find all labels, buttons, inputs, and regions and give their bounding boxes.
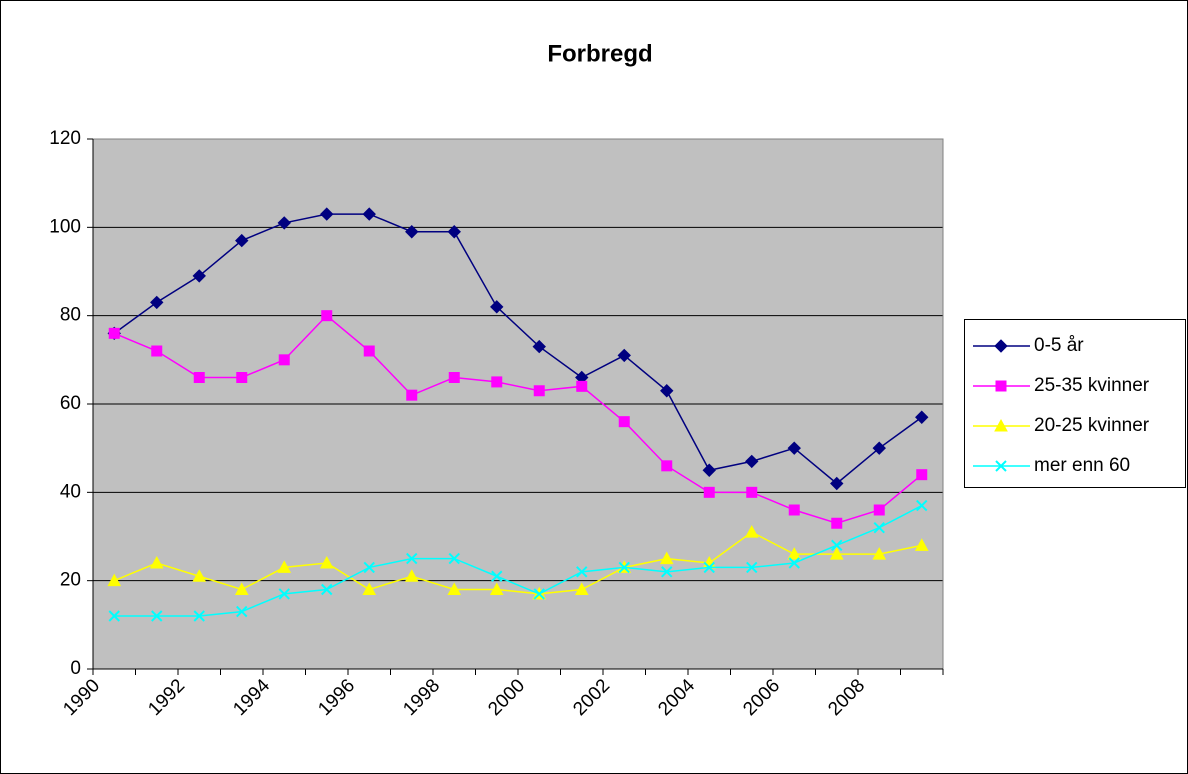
- marker: [235, 233, 249, 248]
- marker: [914, 538, 929, 551]
- marker: [490, 300, 504, 314]
- marker: [829, 547, 844, 560]
- marker: [320, 207, 334, 221]
- marker: [150, 295, 164, 310]
- marker: [872, 547, 887, 560]
- marker: [788, 557, 800, 569]
- marker: [447, 225, 461, 239]
- marker: [448, 372, 460, 383]
- marker: [362, 582, 377, 595]
- legend-label: 0-5 år: [1034, 335, 1084, 356]
- marker: [994, 339, 1008, 353]
- marker: [916, 499, 928, 512]
- marker: [108, 610, 120, 622]
- marker: [787, 547, 802, 560]
- marker: [321, 310, 333, 322]
- y-tick-label: 0: [70, 658, 81, 679]
- series-line: [113, 213, 923, 485]
- marker: [745, 454, 759, 469]
- marker: [277, 216, 291, 230]
- marker: [491, 570, 503, 582]
- marker: [995, 460, 1007, 472]
- marker: [703, 486, 715, 498]
- marker: [659, 551, 674, 565]
- marker: [406, 389, 418, 401]
- marker: [873, 521, 885, 534]
- marker: [994, 418, 1008, 432]
- marker: [448, 552, 460, 565]
- marker: [236, 372, 248, 383]
- series-line: [113, 314, 923, 525]
- marker: [576, 380, 588, 392]
- marker: [703, 561, 715, 574]
- marker: [788, 504, 800, 516]
- marker: [746, 561, 758, 574]
- marker: [108, 327, 120, 339]
- marker: [872, 441, 886, 455]
- marker: [363, 345, 375, 357]
- marker: [746, 486, 758, 498]
- marker: [406, 552, 418, 565]
- marker: [661, 460, 673, 472]
- marker: [278, 354, 290, 366]
- legend-label: 20-25 kvinner: [1034, 415, 1150, 436]
- marker: [533, 588, 545, 600]
- marker: [192, 569, 207, 582]
- marker: [660, 384, 674, 398]
- marker: [830, 476, 844, 491]
- marker: [319, 555, 334, 569]
- series-line: [114, 504, 923, 617]
- marker: [193, 372, 205, 383]
- marker: [404, 569, 419, 582]
- marker: [491, 376, 503, 388]
- marker: [533, 385, 545, 397]
- y-tick-label: 120: [49, 128, 81, 149]
- marker: [363, 561, 375, 574]
- marker: [151, 610, 163, 622]
- marker: [617, 348, 631, 363]
- marker: [618, 561, 630, 574]
- marker: [149, 555, 164, 569]
- marker: [193, 610, 205, 622]
- y-tick-label: 20: [60, 570, 81, 591]
- marker: [831, 539, 843, 552]
- marker: [362, 207, 376, 221]
- y-tick-label: 100: [49, 216, 81, 237]
- series-line: [113, 531, 922, 595]
- marker: [574, 582, 589, 595]
- marker: [277, 560, 292, 573]
- marker: [744, 525, 759, 538]
- marker: [107, 573, 122, 587]
- marker: [831, 517, 843, 529]
- y-tick-label: 80: [60, 305, 81, 326]
- marker: [915, 410, 929, 424]
- marker: [405, 225, 419, 239]
- marker: [873, 504, 885, 516]
- legend-label: 25-35 kvinner: [1034, 375, 1150, 396]
- marker: [489, 582, 504, 595]
- marker: [995, 380, 1007, 392]
- y-tick-label: 60: [60, 393, 81, 414]
- marker: [278, 588, 290, 600]
- marker: [234, 582, 249, 595]
- marker: [661, 566, 673, 578]
- marker: [447, 582, 462, 595]
- marker: [618, 416, 630, 428]
- marker: [787, 441, 801, 455]
- chart-title: Forbregd: [547, 40, 652, 67]
- marker: [321, 583, 333, 596]
- marker: [702, 463, 716, 477]
- marker: [576, 566, 588, 578]
- legend-label: mer enn 60: [1034, 455, 1130, 476]
- y-tick-label: 40: [60, 481, 81, 502]
- marker: [916, 469, 928, 481]
- marker: [532, 339, 546, 354]
- marker: [192, 269, 206, 283]
- marker: [151, 345, 163, 357]
- marker: [236, 605, 248, 618]
